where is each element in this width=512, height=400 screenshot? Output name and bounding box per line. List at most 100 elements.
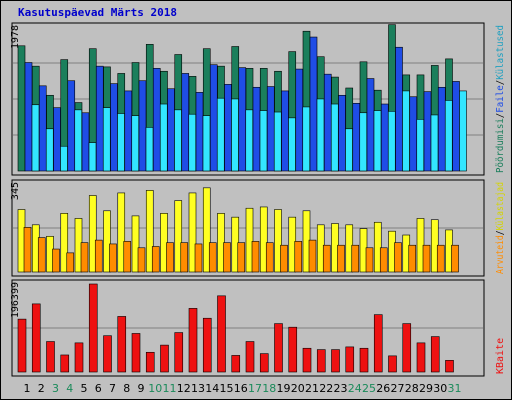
bar-külastused-day-15 [231, 98, 239, 172]
bar-kbaite-day-3 [46, 341, 55, 373]
bar-arvuteid-day-1 [23, 227, 32, 273]
bar-faile-day-10 [152, 68, 161, 172]
bar-faile-day-22 [323, 73, 332, 172]
x-tick-label: 17 [248, 382, 262, 395]
bar-faile-day-26 [380, 103, 389, 172]
bar-faile-day-21 [309, 36, 318, 172]
bar-külastused-day-14 [216, 97, 225, 172]
bar-faile-day-4 [67, 80, 76, 172]
legend-entry: Pöördumisi [495, 118, 506, 173]
bar-külastused-day-4 [74, 109, 83, 172]
bar-faile-day-27 [395, 46, 403, 172]
bar-arvuteid-day-15 [223, 242, 231, 273]
bar-külastused-day-20 [302, 106, 311, 172]
bar-arvuteid-day-18 [265, 242, 274, 273]
x-tick-label: 9 [138, 382, 145, 395]
bar-arvuteid-day-14 [208, 242, 217, 273]
bar-kbaite-day-16 [231, 355, 241, 373]
bar-arvuteid-day-24 [351, 244, 360, 273]
x-tick-label: 22 [319, 382, 333, 395]
bar-pöördumisi-day-1 [17, 45, 26, 172]
bar-arvuteid-day-21 [308, 239, 317, 273]
bar-kbaite-day-22 [316, 349, 326, 373]
bar-külastajad-day-4 [60, 213, 69, 273]
bar-külastused-day-30 [444, 100, 453, 172]
bar-arvuteid-day-31 [451, 244, 459, 273]
x-tick-label: 27 [391, 382, 405, 395]
bar-kbaite-day-24 [345, 346, 355, 373]
bar-külastused-day-10 [159, 103, 168, 172]
bar-arvuteid-day-23 [337, 244, 345, 273]
bar-kbaite-day-6 [88, 283, 98, 373]
bar-kbaite-day-10 [145, 351, 155, 373]
legend-2: KBaite [495, 338, 506, 374]
bar-faile-day-23 [338, 94, 346, 172]
bar-külastused-day-26 [387, 111, 396, 172]
legend-entry: KBaite [495, 338, 506, 374]
bar-kbaite-day-14 [202, 317, 212, 373]
bar-faile-day-31 [452, 81, 460, 172]
bar-arvuteid-day-5 [80, 242, 89, 273]
bar-arvuteid-day-26 [379, 247, 388, 273]
bar-arvuteid-day-19 [280, 244, 288, 273]
bar-arvuteid-day-29 [422, 244, 431, 273]
bar-faile-day-14 [209, 64, 218, 172]
bar-külastajad-day-12 [174, 200, 183, 273]
legend-entry: Faile [495, 85, 506, 112]
bar-külastused-day-29 [430, 114, 439, 172]
legend-entry: Arvuteid [495, 235, 506, 274]
bar-arvuteid-day-6 [94, 239, 103, 273]
x-tick-label: 3 [52, 382, 59, 395]
bar-külastused-day-31 [459, 90, 467, 172]
bar-faile-day-15 [224, 84, 232, 172]
x-tick-label: 24 [348, 382, 362, 395]
bar-faile-day-16 [238, 67, 247, 172]
bar-külastused-day-23 [345, 128, 353, 172]
bar-kbaite-day-12 [174, 332, 184, 373]
bar-faile-day-8 [124, 90, 133, 172]
bar-kbaite-day-18 [259, 353, 269, 373]
bar-faile-day-1 [24, 62, 33, 172]
bar-külastused-day-22 [330, 103, 339, 172]
bar-arvuteid-day-4 [66, 252, 75, 273]
x-tick-label: 4 [66, 382, 73, 395]
bar-faile-day-19 [281, 90, 289, 172]
bar-kbaite-day-11 [160, 344, 169, 373]
x-tick-label: 10 [148, 382, 162, 395]
bar-faile-day-12 [181, 73, 190, 172]
bar-külastused-day-1 [31, 104, 40, 172]
bar-kbaite-day-15 [217, 295, 226, 373]
bar-külastused-day-21 [316, 98, 325, 172]
x-tick-label: 11 [163, 382, 177, 395]
bar-kbaite-day-5 [74, 342, 84, 373]
x-tick-label: 7 [109, 382, 116, 395]
legend-1: Arvuteid/Külastajad [495, 182, 506, 274]
bar-faile-day-25 [366, 78, 375, 172]
bar-külastused-day-2 [45, 128, 54, 172]
bar-arvuteid-day-8 [123, 241, 132, 273]
bar-külastused-day-3 [60, 145, 68, 172]
bar-faile-day-17 [252, 86, 261, 172]
bar-arvuteid-day-13 [194, 243, 203, 273]
bar-faile-day-30 [437, 86, 446, 172]
x-tick-label: 5 [81, 382, 88, 395]
bar-arvuteid-day-16 [237, 242, 246, 273]
y-max-label: 1978 [10, 25, 21, 49]
bar-arvuteid-day-28 [408, 244, 417, 273]
x-tick-label: 28 [405, 382, 419, 395]
bar-kbaite-day-2 [31, 303, 41, 373]
x-tick-label: 15 [220, 382, 234, 395]
x-tick-label: 16 [234, 382, 248, 395]
bar-faile-day-28 [409, 96, 418, 172]
bar-külastused-day-13 [202, 115, 211, 172]
bar-külastajad-day-6 [88, 195, 97, 273]
bar-faile-day-24 [352, 102, 361, 172]
bar-arvuteid-day-27 [394, 242, 402, 273]
legend-entry: / [495, 230, 506, 235]
bar-külastajad-day-18 [259, 206, 268, 273]
bar-faile-day-7 [110, 83, 118, 172]
bar-külastused-day-25 [373, 110, 382, 172]
bar-faile-day-3 [53, 107, 61, 172]
x-tick-label: 6 [95, 382, 102, 395]
bar-külastajad-day-7 [103, 210, 111, 273]
